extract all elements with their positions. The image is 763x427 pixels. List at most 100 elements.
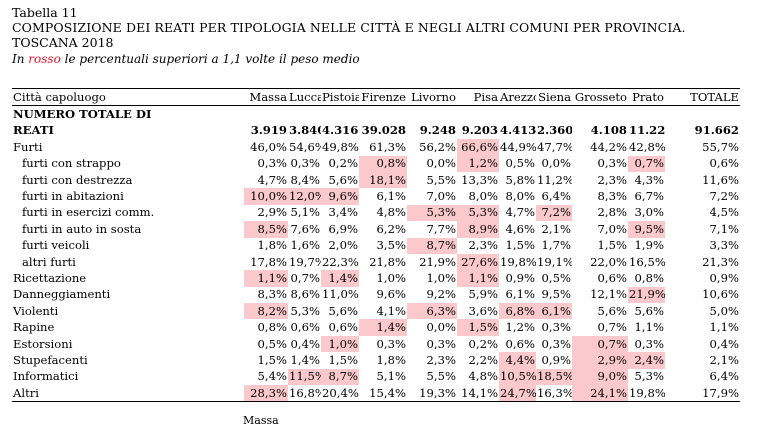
total-value: 4.108 (590, 123, 627, 138)
percent-cell: 11,2% (537, 172, 572, 187)
percent-cell: 42,8% (629, 139, 665, 154)
percent-cell: 21,8% (369, 254, 406, 269)
percent-cell: 1,4% (290, 352, 320, 367)
total-percent-cell: 0,6% (709, 156, 739, 171)
percent-cell: 18,5% (536, 368, 572, 386)
percent-cell: 9,0% (572, 368, 628, 386)
column-header: Grosseto (572, 87, 628, 107)
percent-cell: 4,4% (499, 352, 536, 369)
percent-cell: 13,3% (461, 172, 498, 187)
total-percent-cell: 3,3% (709, 238, 739, 253)
total-value: 4.413 (500, 123, 536, 138)
column-header: Firenze (359, 87, 407, 107)
table-title: COMPOSIZIONE DEI REATI PER TIPOLOGIA NEL… (12, 20, 686, 35)
percent-cell: 1,1% (634, 320, 664, 335)
percent-cell: 8,9% (457, 221, 499, 238)
percent-cell: 56,2% (419, 139, 456, 154)
row-label: furti con strappo (22, 156, 121, 171)
percent-cell: 6,7% (634, 189, 664, 204)
percent-cell: 8,7% (321, 368, 359, 386)
percent-cell: 1,5% (597, 238, 627, 253)
table-row: Violenti 8,2% 5,3% 5,6% 4,1% 6,3% 3,6% 6,8% 6,1%… (12, 303, 740, 320)
percent-cell: 0,7% (628, 155, 665, 172)
percent-cell: 9,2% (426, 287, 456, 302)
percent-cell: 24,1% (572, 385, 628, 403)
percent-cell: 1,5% (328, 352, 358, 367)
percent-cell: 2,3% (597, 172, 627, 187)
percent-cell: 49,8% (322, 139, 359, 154)
percent-cell: 2,0% (328, 238, 358, 253)
percent-cell: 4,1% (376, 303, 406, 318)
percent-cell: 18,1% (359, 171, 407, 189)
percent-cell: 1,9% (634, 238, 664, 253)
percent-cell: 1,2% (457, 155, 499, 172)
total-percent-cell: 5,0% (709, 303, 739, 318)
percent-cell: 19,8% (500, 254, 536, 269)
row-label: furti con destrezza (22, 172, 133, 187)
table-row: Ricettazione 1,1% 0,7% 1,4% 1,0% 1,0% 1,1% 0,9%… (12, 270, 740, 287)
percent-cell: 0,3% (541, 320, 571, 335)
percent-cell: 0,6% (597, 270, 627, 285)
table-row: furti in esercizi comm. 2,9% 5,1% 3,4% 4,8% 5… (12, 204, 740, 222)
percent-cell: 0,3% (290, 156, 320, 171)
table-row: furti in auto in sosta 8,5% 7,6% 6,9% 6,2% 7,… (12, 221, 740, 238)
row-label: Stupefacenti (13, 352, 88, 367)
percent-cell: 12,1% (590, 287, 627, 302)
percent-cell: 1,0% (376, 270, 406, 285)
total-percent-cell: 10,6% (702, 287, 739, 302)
table-row: Danneggiamenti 8,3% 8,6% 11,0% 9,6% 9,2% 5,9% 6… (12, 286, 740, 304)
percent-cell: 1,1% (457, 270, 499, 287)
percent-cell: 8,3% (257, 287, 287, 302)
percent-cell: 7,6% (290, 221, 320, 236)
total-value: 11.227 (629, 123, 665, 138)
percent-cell: 1,4% (321, 270, 359, 287)
percent-cell: 5,6% (634, 303, 664, 318)
percent-cell: 2,8% (597, 205, 627, 220)
total-value: 39.028 (361, 123, 406, 138)
percent-cell: 19,7% (289, 254, 321, 269)
percent-cell: 24,7% (499, 385, 536, 403)
percent-cell: 20,4% (321, 385, 359, 403)
percent-cell: 9,5% (628, 221, 665, 238)
column-header: Massa (244, 87, 288, 107)
table-row: Stupefacenti 1,5% 1,4% 1,5% 1,8% 2,3% 2,2% 4,4%… (12, 352, 740, 369)
percent-cell: 5,4% (257, 369, 287, 384)
percent-cell: 8,3% (597, 189, 627, 204)
percent-cell: 1,5% (457, 319, 499, 336)
percent-cell: 10,0% (244, 188, 288, 205)
column-header: Pistoia (321, 87, 359, 107)
percent-cell: 8,0% (505, 189, 535, 204)
percent-cell: 0,3% (426, 336, 456, 351)
column-header: Lucca (288, 87, 321, 107)
table-number: Tabella 11 (12, 5, 78, 20)
percent-cell: 2,4% (628, 352, 665, 369)
percent-cell: 16,8% (288, 385, 321, 403)
total-percent-cell: 6,4% (709, 369, 739, 384)
percent-cell: 5,5% (426, 369, 456, 384)
percent-cell: 46,0% (250, 139, 287, 154)
total-percent-cell: 11,6% (702, 172, 739, 187)
percent-cell: 17,8% (250, 254, 287, 269)
percent-cell: 2,3% (468, 238, 498, 253)
percent-cell: 10,5% (499, 368, 536, 386)
percent-cell: 21,9% (628, 286, 665, 304)
percent-cell: 8,5% (244, 221, 288, 238)
percent-cell: 0,5% (505, 156, 535, 171)
percent-cell: 0,7% (572, 335, 628, 353)
percent-cell: 19,3% (407, 385, 457, 403)
percent-cell: 0,3% (541, 336, 571, 351)
percent-cell: 0,6% (290, 320, 320, 335)
percent-cell: 8,4% (290, 172, 320, 187)
column-header: TOTALE (665, 87, 740, 107)
percent-cell: 47,7% (537, 139, 572, 154)
percent-cell: 1,5% (257, 352, 287, 367)
percent-cell: 8,2% (244, 303, 288, 320)
percent-cell: 0,3% (376, 336, 406, 351)
percent-cell: 0,8% (359, 155, 407, 172)
percent-cell: 1,0% (426, 270, 456, 285)
total-value: 9.248 (419, 123, 456, 138)
total-percent-cell: 4,5% (709, 205, 739, 220)
percent-cell: 1,1% (244, 270, 288, 287)
table-row: Furti 46,0%54,6%49,8% 61,3% 56,2%66,6%44,9%… (12, 139, 740, 156)
